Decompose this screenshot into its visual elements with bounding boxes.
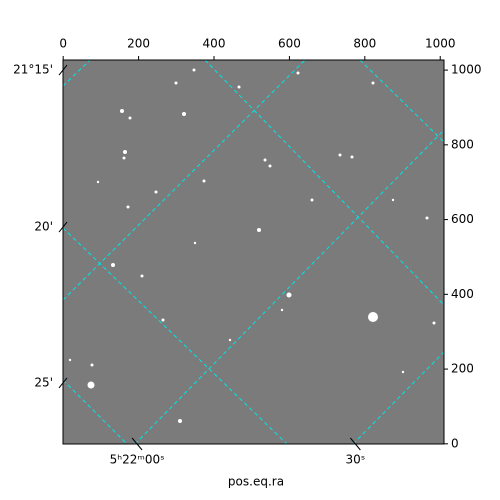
world-y-tick-label: 20'	[34, 220, 53, 234]
x-tick-label: 600	[278, 37, 301, 51]
world-x-tick	[131, 437, 143, 451]
world-x-tick	[350, 437, 361, 451]
world-y-tick-label: 25'	[34, 375, 53, 389]
y-tick-label: 0	[451, 436, 459, 450]
world-y-tick-label: 21°15'	[13, 63, 53, 77]
y-tick-label: 1000	[451, 63, 482, 77]
x-tick-label: 400	[203, 37, 226, 51]
x-tick-label: 800	[353, 37, 376, 51]
world-x-tick-label: 5ʰ22ᵐ00ˢ	[110, 453, 165, 467]
x-tick-label: 200	[127, 37, 150, 51]
y-tick-label: 600	[451, 212, 474, 226]
stars	[68, 68, 436, 423]
sky-image	[63, 60, 444, 444]
frame	[62, 59, 445, 445]
x-tick-label: 0	[59, 37, 67, 51]
world-x-tick-label: 30ˢ	[346, 453, 366, 467]
x-tick-label: 1000	[425, 37, 456, 51]
y-tick-label: 800	[451, 137, 474, 151]
world-y-tick	[58, 64, 68, 76]
coordinate-grid	[63, 60, 444, 444]
x-axis-label: pos.eq.ra	[228, 475, 284, 489]
y-tick-label: 200	[451, 362, 474, 376]
world-y-tick	[58, 377, 68, 389]
world-y-tick	[58, 221, 68, 233]
y-tick-label: 400	[451, 287, 474, 301]
